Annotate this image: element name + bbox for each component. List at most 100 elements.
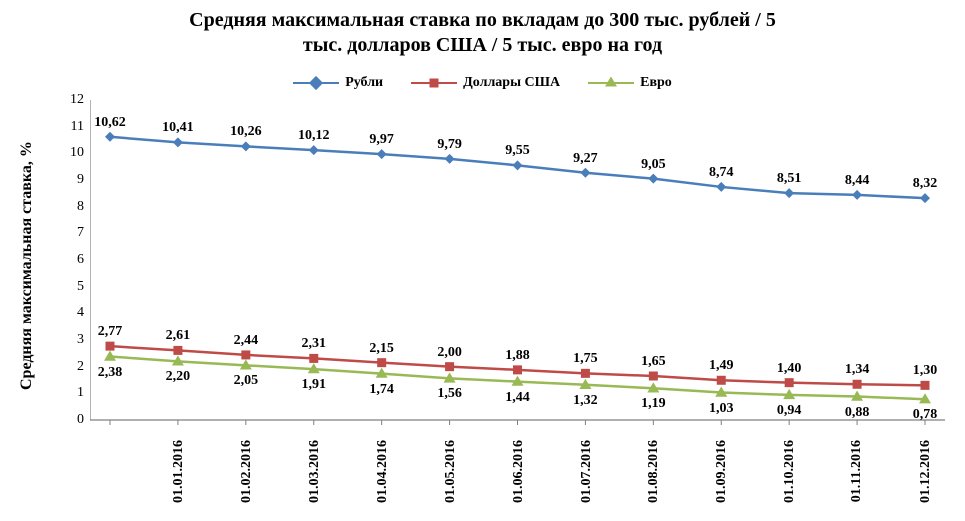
data-label: 2,15 — [369, 341, 394, 357]
data-label: 10,26 — [230, 124, 262, 140]
data-label: 1,44 — [505, 390, 530, 406]
diamond-icon — [377, 149, 387, 159]
square-icon — [921, 381, 930, 390]
data-label: 1,65 — [641, 354, 666, 370]
y-tick-label: 7 — [58, 225, 84, 241]
diamond-icon — [445, 154, 455, 164]
legend-item-0: Рубли — [293, 75, 383, 91]
data-label: 8,51 — [777, 171, 802, 187]
y-tick-label: 11 — [58, 119, 84, 135]
legend-label: Рубли — [345, 75, 383, 91]
x-tick-label: 01.10.2016 — [782, 440, 798, 503]
title-line-1: Средняя максимальная ставка по вкладам д… — [189, 9, 776, 31]
data-label: 9,79 — [437, 137, 462, 153]
x-tick-label: 01.09.2016 — [714, 440, 730, 503]
square-icon — [785, 378, 794, 387]
data-label: 2,44 — [234, 333, 259, 349]
square-icon — [309, 354, 318, 363]
x-tick-label: 01.03.2016 — [307, 440, 323, 503]
data-label: 1,03 — [709, 401, 734, 417]
square-icon — [853, 380, 862, 389]
legend: Рубли Доллары США Евро — [0, 72, 965, 91]
data-label: 1,34 — [845, 362, 870, 378]
x-tick-label: 01.05.2016 — [443, 440, 459, 503]
square-icon — [241, 350, 250, 359]
data-label: 9,05 — [641, 157, 666, 173]
diamond-icon — [716, 182, 726, 192]
data-label: 2,00 — [437, 345, 462, 361]
title-line-2: тыс. долларов США / 5 тыс. евро на год — [303, 34, 662, 56]
data-label: 8,32 — [913, 176, 938, 192]
square-icon — [513, 365, 522, 374]
data-label: 10,12 — [298, 128, 330, 144]
chart-title: Средняя максимальная ставка по вкладам д… — [0, 8, 965, 58]
data-label: 2,20 — [166, 369, 191, 385]
y-tick-label: 10 — [58, 145, 84, 161]
data-label: 1,56 — [437, 386, 462, 402]
data-label: 0,94 — [777, 403, 802, 419]
data-label: 1,91 — [302, 377, 327, 393]
data-label: 1,32 — [573, 393, 598, 409]
data-label: 8,44 — [845, 173, 870, 189]
diamond-icon — [309, 76, 323, 90]
data-label: 10,41 — [162, 120, 194, 136]
x-tick-label: 01.08.2016 — [646, 440, 662, 503]
data-label: 2,05 — [234, 373, 259, 389]
diamond-icon — [580, 168, 590, 178]
square-icon — [173, 346, 182, 355]
diamond-icon — [173, 137, 183, 147]
data-label: 2,61 — [166, 328, 191, 344]
square-icon — [430, 79, 439, 88]
data-label: 1,49 — [709, 358, 734, 374]
legend-label: Евро — [640, 75, 672, 91]
data-label: 0,78 — [913, 407, 938, 423]
y-tick-label: 12 — [58, 92, 84, 108]
y-tick-label: 2 — [58, 359, 84, 375]
y-tick-label: 6 — [58, 252, 84, 268]
data-label: 8,74 — [709, 165, 734, 181]
x-tick-label: 01.11.2016 — [849, 440, 865, 502]
data-label: 1,88 — [505, 348, 530, 364]
data-label: 9,97 — [369, 132, 394, 148]
diamond-icon — [309, 145, 319, 155]
x-tick-label: 01.07.2016 — [579, 440, 595, 503]
data-label: 10,62 — [94, 115, 126, 131]
x-tick-label: 01.12.2016 — [918, 440, 934, 503]
diamond-icon — [105, 132, 115, 142]
data-label: 2,31 — [302, 336, 327, 352]
diamond-icon — [920, 193, 930, 203]
square-icon — [717, 376, 726, 385]
square-icon — [106, 342, 115, 351]
y-tick-label: 5 — [58, 279, 84, 295]
y-axis-label: Средняя максимальная ставка, % — [18, 141, 36, 390]
data-label: 1,30 — [913, 363, 938, 379]
legend-item-1: Доллары США — [411, 75, 560, 91]
y-tick-label: 0 — [58, 412, 84, 428]
legend-item-2: Евро — [588, 75, 672, 91]
data-label: 1,74 — [369, 382, 394, 398]
y-tick-label: 8 — [58, 199, 84, 215]
chart-container: { "chart": { "type": "line", "title_line… — [0, 0, 965, 521]
triangle-icon — [605, 77, 617, 87]
data-label: 2,77 — [98, 324, 123, 340]
diamond-icon — [241, 141, 251, 151]
diamond-icon — [648, 174, 658, 184]
data-label: 9,55 — [505, 143, 530, 159]
square-icon — [377, 358, 386, 367]
y-tick-label: 3 — [58, 332, 84, 348]
data-label: 2,38 — [98, 365, 123, 381]
diamond-icon — [852, 190, 862, 200]
square-icon — [649, 372, 658, 381]
data-label: 0,88 — [845, 405, 870, 421]
data-label: 1,40 — [777, 361, 802, 377]
x-tick-label: 01.04.2016 — [375, 440, 391, 503]
data-label: 1,75 — [573, 351, 598, 367]
diamond-icon — [513, 160, 523, 170]
square-icon — [445, 362, 454, 371]
diamond-icon — [784, 188, 794, 198]
y-tick-label: 9 — [58, 172, 84, 188]
x-tick-label: 01.02.2016 — [239, 440, 255, 503]
x-tick-label: 01.01.2016 — [171, 440, 187, 503]
square-icon — [581, 369, 590, 378]
y-tick-label: 1 — [58, 385, 84, 401]
